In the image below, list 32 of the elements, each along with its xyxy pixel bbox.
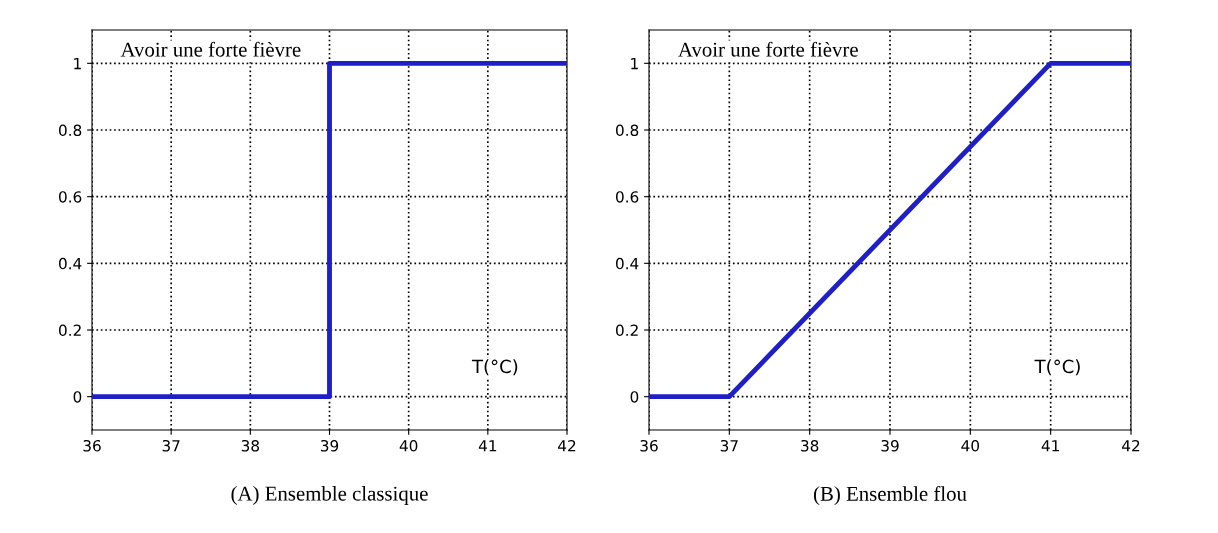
x-tick-label: 36 — [640, 439, 658, 452]
y-tick-label: 0.4 — [58, 257, 82, 270]
x-tick-label: 41 — [478, 440, 497, 452]
text: (A) Ensemble classique — [231, 486, 428, 505]
y-tick-label: 0.6 — [58, 191, 82, 203]
x-axis-title: T(°C) — [1034, 359, 1080, 376]
chart-title: Avoir une forte fièvre — [678, 41, 858, 57]
x-axis-title: T(°C) — [471, 359, 518, 376]
y-tick-label: 0.8 — [615, 124, 639, 137]
text: (B) Ensemble flou — [813, 486, 967, 506]
x-tick-label: 38 — [801, 439, 819, 452]
x-tick-label: 42 — [558, 439, 576, 452]
x-tick-label: 38 — [241, 439, 260, 452]
x-tick-label: 42 — [1122, 439, 1140, 452]
y-tick-label: 0.2 — [58, 324, 81, 337]
x-tick-label: 37 — [162, 439, 180, 452]
x-tick-label: 40 — [961, 439, 980, 452]
chart-title: Avoir une forte fièvre — [120, 41, 301, 57]
y-tick-label: 0.2 — [615, 324, 638, 337]
x-tick-label: 39 — [881, 439, 899, 452]
y-tick-label: 0.8 — [58, 124, 82, 137]
x-tick-label: 39 — [320, 439, 339, 452]
x-tick-label: 37 — [720, 439, 738, 452]
y-tick-label: 0.4 — [615, 257, 639, 270]
x-tick-label: 40 — [399, 439, 418, 452]
y-tick-label: 0 — [630, 391, 639, 403]
y-tick-label: 0.6 — [615, 191, 639, 203]
x-tick-label: 36 — [83, 439, 101, 452]
y-tick-label: 0 — [73, 391, 82, 403]
x-tick-label: 41 — [1041, 440, 1059, 452]
y-tick-label: 1 — [74, 58, 81, 70]
y-tick-label: 1 — [631, 58, 638, 70]
